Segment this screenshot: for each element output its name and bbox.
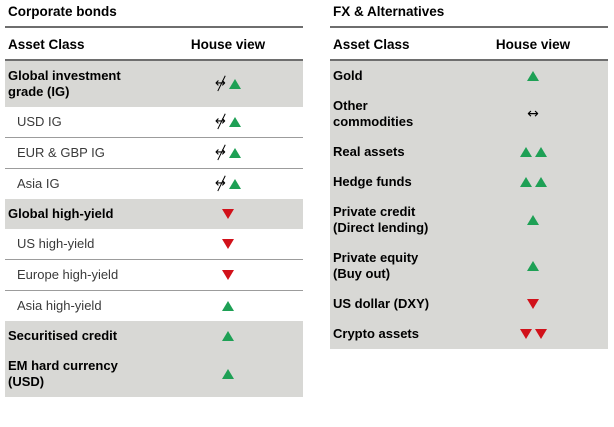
asset-class-label: EUR & GBP IG bbox=[17, 145, 105, 160]
asset-class-label: Gold bbox=[333, 68, 363, 83]
table-row: Global investment grade (IG) ↔ bbox=[5, 61, 303, 107]
asset-class-label: Private equity (Buy out) bbox=[333, 250, 419, 281]
house-view-cell bbox=[183, 239, 273, 249]
up-triangle-icon bbox=[534, 147, 547, 157]
up-triangle-icon bbox=[519, 147, 532, 157]
house-view-cell bbox=[183, 331, 273, 341]
up-triangle-icon bbox=[228, 148, 241, 158]
asset-class-column-header: Asset Class bbox=[8, 37, 85, 52]
table-row: EUR & GBP IG ↔ bbox=[5, 138, 303, 169]
asset-class-label: Europe high-yield bbox=[17, 267, 119, 282]
asset-class-label: Hedge funds bbox=[333, 174, 412, 189]
house-view-cell bbox=[488, 71, 578, 81]
table-row: Europe high-yield bbox=[5, 260, 303, 291]
down-triangle-icon bbox=[534, 329, 547, 339]
slash-stroke bbox=[217, 75, 227, 92]
house-view-cell bbox=[488, 329, 578, 339]
house-view-cell bbox=[183, 209, 273, 219]
asset-class-label: EM hard currency (USD) bbox=[8, 358, 118, 389]
table-body: Gold Other commodities ↔ Real assets Hedge f… bbox=[330, 61, 608, 349]
down-triangle-icon bbox=[222, 209, 234, 219]
crossed-neutral-arrow-icon: ↔ bbox=[215, 113, 227, 130]
asset-class-label: US dollar (DXY) bbox=[333, 296, 430, 311]
fx-alternatives-table: FX & Alternatives Asset Class House view… bbox=[330, 2, 608, 349]
up-triangle-icon bbox=[527, 261, 539, 271]
asset-class-label: Private credit (Direct lending) bbox=[333, 204, 429, 235]
house-view-cell: ↔ bbox=[183, 175, 273, 192]
house-view-cell bbox=[183, 270, 273, 280]
up-triangle-icon bbox=[527, 215, 539, 225]
asset-class-column-header: Asset Class bbox=[333, 37, 410, 52]
up-triangle-icon bbox=[228, 79, 241, 89]
up-triangle-icon bbox=[222, 301, 234, 311]
table-row: Real assets bbox=[330, 137, 608, 167]
table-body: Global investment grade (IG)↔USD IG↔EUR … bbox=[5, 61, 303, 397]
crossed-neutral-arrow-icon: ↔ bbox=[215, 75, 227, 92]
slash-stroke bbox=[217, 113, 227, 130]
house-view-column-header: House view bbox=[495, 37, 571, 52]
table-title: Corporate bonds bbox=[5, 2, 303, 28]
asset-class-label: Crypto assets bbox=[333, 326, 419, 341]
table-row: Securitised credit bbox=[5, 321, 303, 351]
table-row: Crypto assets bbox=[330, 319, 608, 349]
up-triangle-icon bbox=[527, 71, 539, 81]
down-triangle-icon bbox=[527, 299, 539, 309]
table-row: Hedge funds bbox=[330, 167, 608, 197]
house-view-cell bbox=[488, 261, 578, 271]
down-triangle-icon bbox=[222, 270, 234, 280]
corporate-bonds-table: Corporate bonds Asset Class House view G… bbox=[5, 2, 303, 397]
house-view-cell bbox=[183, 369, 273, 379]
house-view-cell: ↔ bbox=[183, 113, 273, 130]
slash-stroke bbox=[217, 175, 227, 192]
table-row: Gold bbox=[330, 61, 608, 91]
asset-class-label: Securitised credit bbox=[8, 328, 118, 343]
up-triangle-icon bbox=[519, 177, 532, 187]
table-row: Private equity (Buy out) bbox=[330, 243, 608, 289]
up-triangle-icon bbox=[222, 331, 234, 341]
table-row: Asia high-yield bbox=[5, 291, 303, 321]
up-triangle-icon bbox=[228, 117, 241, 127]
asset-class-label: US high-yield bbox=[17, 236, 95, 251]
up-triangle-icon bbox=[534, 177, 547, 187]
table-row: USD IG ↔ bbox=[5, 107, 303, 138]
asset-class-label: USD IG bbox=[17, 114, 62, 129]
house-view-cell: ↔ bbox=[183, 144, 273, 161]
house-view-column-header: House view bbox=[190, 37, 266, 52]
up-triangle-icon bbox=[228, 179, 241, 189]
asset-class-label: Global investment grade (IG) bbox=[8, 68, 121, 99]
table-header: Asset Class House view bbox=[330, 28, 608, 61]
asset-class-label: Other commodities bbox=[333, 98, 414, 129]
house-view-cell bbox=[488, 177, 578, 187]
table-row: EM hard currency (USD) bbox=[5, 351, 303, 397]
table-row: US high-yield bbox=[5, 229, 303, 260]
slash-stroke bbox=[217, 144, 227, 161]
house-view-cell: ↔ bbox=[488, 106, 578, 122]
table-header: Asset Class House view bbox=[5, 28, 303, 61]
table-row: US dollar (DXY) bbox=[330, 289, 608, 319]
up-triangle-icon bbox=[222, 369, 234, 379]
house-view-cell bbox=[183, 301, 273, 311]
table-row: Global high-yield bbox=[5, 199, 303, 229]
house-view-cell bbox=[488, 299, 578, 309]
house-view-cell bbox=[488, 215, 578, 225]
house-view-cell bbox=[488, 147, 578, 157]
asset-class-label: Global high-yield bbox=[8, 206, 114, 221]
table-row: Asia IG ↔ bbox=[5, 169, 303, 199]
crossed-neutral-arrow-icon: ↔ bbox=[215, 144, 227, 161]
neutral-arrow-icon: ↔ bbox=[527, 106, 539, 122]
house-view-cell: ↔ bbox=[183, 75, 273, 92]
down-triangle-icon bbox=[519, 329, 532, 339]
table-row: Other commodities ↔ bbox=[330, 91, 608, 137]
down-triangle-icon bbox=[222, 239, 234, 249]
table-title: FX & Alternatives bbox=[330, 2, 608, 28]
crossed-neutral-arrow-icon: ↔ bbox=[215, 175, 227, 192]
asset-class-label: Real assets bbox=[333, 144, 405, 159]
asset-class-label: Asia high-yield bbox=[17, 298, 102, 313]
asset-class-label: Asia IG bbox=[17, 176, 60, 191]
table-row: Private credit (Direct lending) bbox=[330, 197, 608, 243]
